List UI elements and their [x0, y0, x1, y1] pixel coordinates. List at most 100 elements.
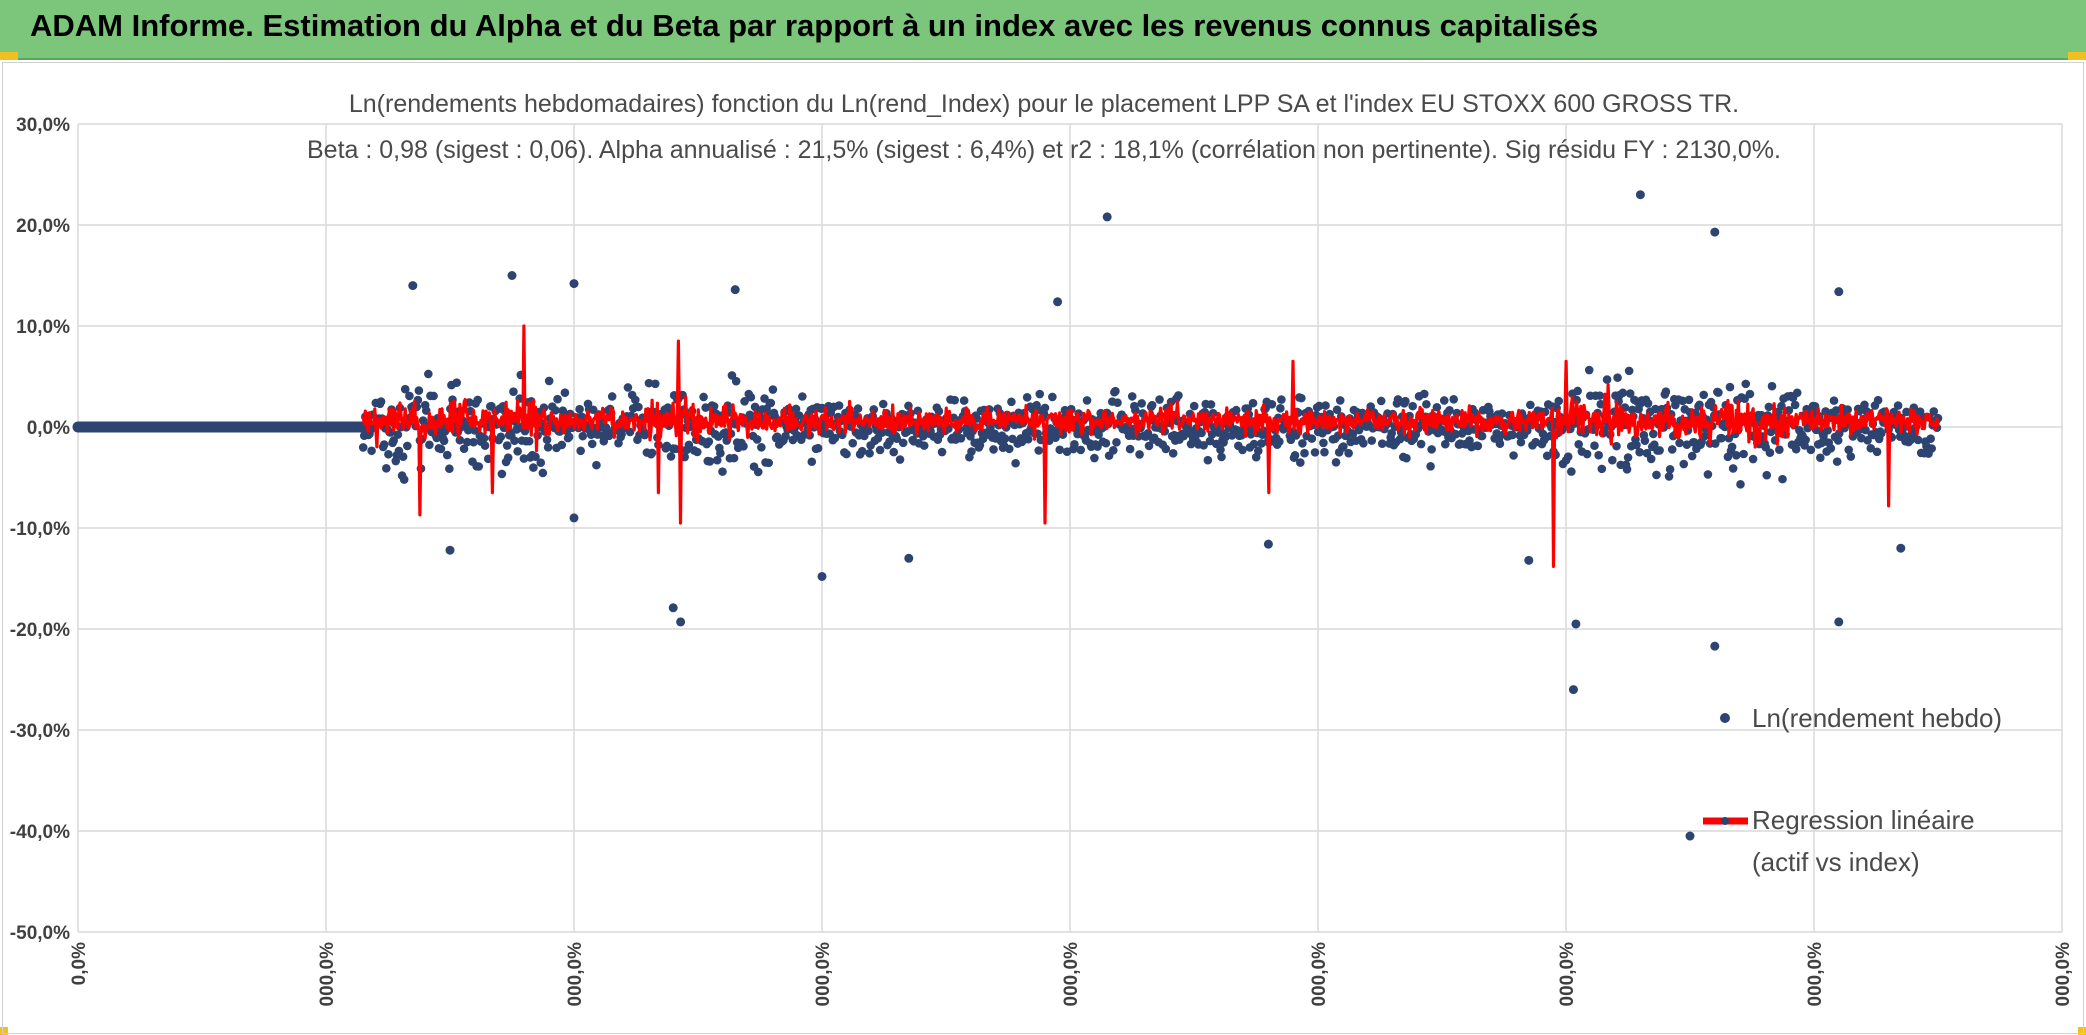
data-point — [1238, 445, 1247, 455]
data-point — [1703, 470, 1713, 479]
data-point — [807, 457, 817, 467]
data-point — [439, 436, 449, 446]
data-point — [503, 453, 513, 463]
data-point — [1597, 464, 1607, 474]
data-point — [877, 428, 887, 437]
data-point — [753, 467, 763, 477]
data-point — [1655, 446, 1664, 455]
data-point — [1199, 441, 1208, 450]
data-point — [1109, 446, 1118, 455]
data-point — [479, 433, 489, 443]
data-point — [403, 441, 412, 451]
data-point — [1022, 393, 1032, 402]
data-point-outlier — [1263, 539, 1273, 549]
data-point — [599, 436, 609, 446]
data-point — [1927, 444, 1936, 453]
data-point — [1612, 441, 1621, 451]
data-point — [731, 376, 741, 386]
data-point — [1731, 451, 1741, 460]
report-title: ADAM Informe. Estimation du Alpha et du … — [30, 8, 1599, 43]
data-point — [1665, 465, 1675, 474]
data-point — [1714, 388, 1723, 397]
data-point — [452, 378, 462, 387]
data-point — [1893, 401, 1903, 410]
data-point — [1367, 436, 1377, 445]
data-point — [853, 404, 863, 413]
data-point — [889, 447, 899, 457]
data-point — [1144, 441, 1154, 451]
data-point — [474, 462, 484, 471]
data-point — [587, 439, 597, 449]
data-point — [1439, 396, 1449, 405]
data-point — [1422, 399, 1431, 409]
data-point — [1377, 439, 1387, 449]
data-point — [1298, 439, 1307, 448]
x-tick-label: 000,0% — [317, 942, 338, 1007]
x-tick-label: 000,0% — [565, 942, 586, 1007]
data-point — [382, 464, 391, 473]
data-point — [1168, 449, 1178, 458]
data-point — [1775, 445, 1784, 455]
data-point — [746, 392, 756, 402]
data-point — [1684, 395, 1694, 405]
data-point — [1745, 389, 1755, 399]
data-point-outlier — [730, 285, 740, 295]
x-tick-label: 000,0% — [1805, 942, 1826, 1007]
data-point — [1643, 399, 1653, 408]
data-point — [989, 445, 998, 454]
data-point — [666, 452, 676, 461]
legend-label-scatter: Ln(rendement hebdo) — [1752, 703, 2002, 733]
data-point — [1477, 431, 1487, 441]
data-point — [1248, 398, 1258, 408]
y-tick-label: 10,0% — [16, 317, 70, 338]
data-point — [1602, 375, 1612, 384]
corner-handle-bottom-right — [2078, 1027, 2086, 1035]
y-tick-label: 30,0% — [16, 115, 70, 136]
data-point — [575, 404, 584, 414]
data-point — [1135, 450, 1144, 459]
data-point — [1648, 429, 1658, 439]
data-point — [1426, 462, 1435, 471]
x-tick-label: 0,0% — [69, 942, 90, 985]
data-point — [865, 449, 874, 458]
data-point — [1516, 437, 1526, 447]
corner-handle-bottom-left — [0, 1027, 8, 1035]
data-point — [1806, 445, 1816, 455]
data-point — [576, 446, 585, 456]
data-point — [524, 436, 534, 446]
data-point — [842, 449, 851, 459]
data-point — [1310, 448, 1320, 457]
data-point — [560, 388, 570, 397]
data-point-outlier — [1102, 212, 1112, 222]
data-point — [975, 440, 985, 450]
data-point — [937, 447, 947, 457]
data-point — [1767, 381, 1777, 391]
chart-area[interactable] — [2, 62, 2084, 1034]
data-point — [699, 392, 708, 402]
data-point — [644, 378, 654, 388]
corner-handle-top-left — [0, 52, 18, 60]
data-point — [1876, 429, 1886, 438]
data-point — [496, 432, 506, 442]
x-tick-label: 000,0% — [2053, 942, 2074, 1007]
data-point — [1563, 452, 1573, 461]
data-point — [848, 438, 858, 448]
chart-title-line1: Ln(rendements hebdomadaires) fonction du… — [349, 90, 1739, 118]
data-point — [1846, 452, 1856, 461]
data-point-outlier — [1896, 543, 1906, 553]
data-point — [1913, 435, 1923, 445]
data-point — [543, 443, 553, 452]
data-point — [1567, 467, 1576, 476]
data-point — [1331, 458, 1341, 467]
data-point — [538, 468, 548, 478]
legend: Ln(rendement hebdo) Regression linéaire … — [1703, 703, 2002, 877]
data-point — [398, 452, 408, 462]
data-point — [1624, 366, 1634, 376]
data-point — [557, 440, 567, 450]
data-point — [1274, 437, 1284, 446]
data-point — [1792, 388, 1802, 398]
data-point — [1000, 434, 1010, 443]
data-point — [766, 398, 776, 408]
data-point — [712, 455, 722, 465]
data-point — [1040, 403, 1050, 413]
